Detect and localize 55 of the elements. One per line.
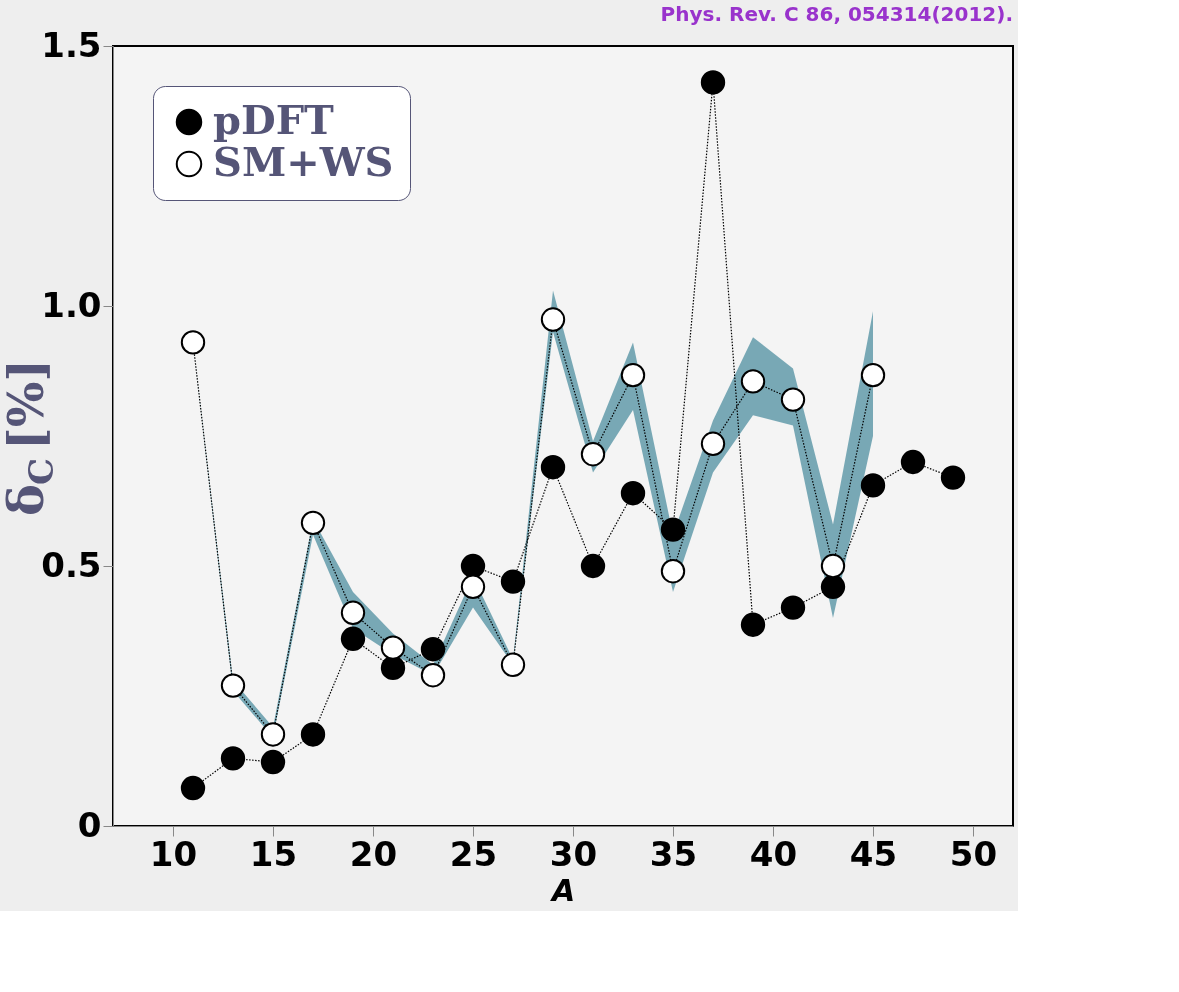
x-tick-label: 35	[649, 833, 698, 874]
point	[420, 637, 446, 662]
point	[860, 363, 886, 388]
point	[180, 775, 206, 801]
x-tick-label: 30	[549, 833, 598, 874]
x-tick-label: 50	[949, 833, 998, 874]
point	[820, 553, 846, 579]
point	[660, 559, 686, 584]
point	[580, 442, 606, 467]
point	[460, 553, 486, 579]
legend-label: pDFT	[213, 96, 335, 143]
point	[740, 612, 766, 637]
point	[340, 600, 366, 625]
point	[220, 673, 246, 698]
x-tick-label: 15	[249, 833, 298, 874]
x-tick-label: 10	[149, 833, 198, 874]
point	[860, 473, 886, 498]
x-tick-label: 25	[449, 833, 498, 874]
point	[380, 655, 406, 681]
point	[820, 574, 846, 599]
x-tick-label: 40	[749, 833, 798, 874]
point	[660, 517, 686, 542]
x-tick-label: 45	[849, 833, 898, 874]
point	[260, 722, 286, 747]
point	[300, 722, 326, 747]
y-tick-label: 1.5	[41, 24, 102, 65]
y-tick-label: 1.0	[41, 284, 102, 325]
point	[220, 746, 246, 771]
y-tick-label: 0	[77, 804, 102, 845]
point	[500, 569, 526, 594]
point	[780, 595, 806, 620]
point	[620, 363, 646, 388]
point	[620, 481, 646, 506]
point	[180, 330, 206, 355]
point	[460, 574, 486, 599]
point	[540, 307, 566, 332]
point	[580, 553, 606, 579]
x-tick-label: 20	[349, 833, 398, 874]
x-axis-title: A	[549, 872, 576, 908]
text: Phys. Rev. C 86, 054314(2012).	[660, 2, 1013, 26]
point	[340, 626, 366, 651]
point	[300, 510, 326, 535]
y-tick-label: 0.5	[41, 544, 102, 585]
point	[380, 635, 406, 660]
point	[500, 652, 526, 677]
point	[540, 455, 566, 480]
point	[780, 387, 806, 412]
point	[260, 749, 286, 775]
point	[740, 369, 766, 394]
point	[420, 663, 446, 688]
y-axis-title: δC [%]	[0, 358, 61, 516]
point	[700, 431, 726, 456]
point	[900, 449, 926, 475]
point	[700, 70, 726, 95]
point	[940, 465, 966, 490]
